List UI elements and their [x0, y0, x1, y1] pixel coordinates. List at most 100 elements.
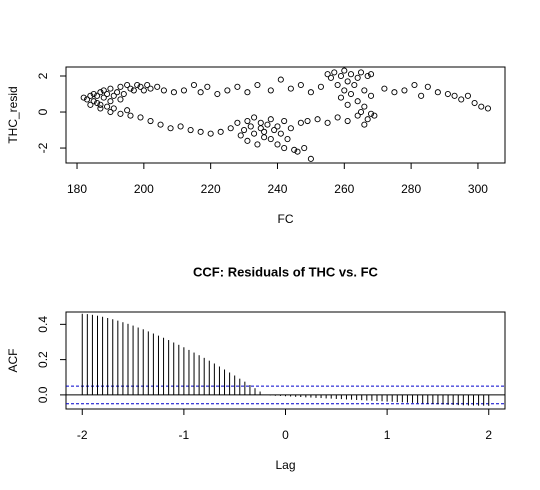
point [341, 87, 348, 94]
point [197, 128, 204, 135]
point [127, 85, 134, 92]
point [291, 146, 298, 153]
point [334, 114, 341, 121]
x-tick-label: 260 [334, 182, 354, 196]
point [401, 87, 408, 94]
point [337, 94, 345, 101]
point [287, 125, 294, 132]
point [284, 135, 291, 143]
point [207, 130, 214, 137]
point [157, 121, 164, 128]
point [267, 135, 274, 143]
point [117, 96, 124, 103]
point [120, 90, 127, 98]
point [117, 83, 124, 90]
point [104, 90, 111, 98]
point [458, 96, 465, 103]
y-tick-label: 0.4 [36, 316, 50, 333]
x-axis-label: Lag [275, 458, 295, 472]
point [80, 94, 87, 101]
point [170, 89, 177, 96]
point [107, 85, 114, 92]
y-tick-label: -2 [36, 142, 50, 153]
x-tick-label: 1 [384, 428, 391, 442]
point [274, 123, 281, 130]
point [254, 141, 261, 148]
x-tick-label: 2 [485, 428, 492, 442]
point [124, 107, 131, 114]
point [137, 114, 144, 121]
x-tick-label: -1 [179, 428, 190, 442]
x-tick-label: 280 [401, 182, 421, 196]
point [344, 101, 351, 108]
y-axis-label: ACF [6, 349, 20, 373]
point [130, 87, 137, 94]
point [114, 89, 121, 96]
point [251, 130, 258, 137]
point [267, 87, 274, 94]
point [87, 101, 94, 108]
point [317, 83, 324, 90]
point [334, 81, 341, 89]
point [227, 125, 234, 132]
y-tick-label: 0 [36, 108, 50, 115]
point [224, 87, 231, 94]
point [244, 137, 251, 144]
y-tick-label: 0.2 [36, 351, 50, 368]
point [361, 121, 368, 128]
point [478, 103, 485, 110]
point [324, 71, 331, 78]
point [237, 132, 244, 139]
point [271, 126, 278, 134]
point [264, 121, 271, 128]
point [87, 92, 94, 99]
point [97, 89, 104, 96]
point [110, 105, 117, 112]
point [364, 72, 371, 80]
point [154, 83, 161, 90]
point [97, 101, 104, 108]
point [234, 83, 241, 90]
point [351, 81, 358, 89]
point [354, 74, 361, 81]
point [391, 89, 398, 96]
point [217, 128, 224, 135]
x-tick-label: 200 [134, 182, 154, 196]
point [187, 126, 194, 134]
point [314, 116, 321, 123]
point [371, 112, 378, 119]
point [241, 126, 248, 134]
point [137, 83, 144, 90]
point [104, 103, 111, 110]
chart-title: CCF: Residuals of THC vs. FC [193, 264, 379, 279]
point [257, 119, 264, 126]
point [347, 90, 355, 98]
point [140, 87, 147, 94]
point [124, 81, 131, 89]
point [100, 94, 107, 101]
x-tick-label: 240 [267, 182, 287, 196]
point [364, 116, 371, 123]
point [304, 117, 311, 125]
y-axis-label: THC_resid [6, 86, 20, 143]
point [357, 108, 365, 116]
point [147, 85, 154, 92]
y-tick-label: 2 [36, 72, 50, 79]
point [94, 92, 101, 99]
point [281, 145, 288, 152]
point [287, 85, 294, 92]
point [234, 119, 241, 126]
point [337, 72, 345, 80]
point [294, 148, 301, 155]
point [344, 78, 351, 85]
point [247, 123, 254, 130]
point [331, 69, 338, 76]
point [424, 83, 431, 90]
point [214, 90, 221, 98]
point [451, 92, 458, 99]
point [110, 92, 117, 99]
point [167, 125, 174, 132]
point [434, 89, 441, 96]
x-tick-label: 0 [282, 428, 289, 442]
point [418, 92, 425, 99]
